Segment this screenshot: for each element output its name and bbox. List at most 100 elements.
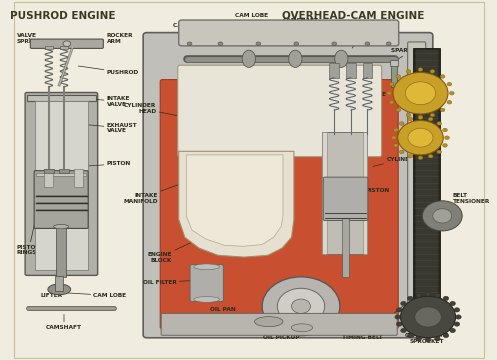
Circle shape bbox=[433, 209, 452, 223]
Text: VALVE: VALVE bbox=[367, 92, 387, 104]
Bar bbox=[36, 173, 86, 176]
Bar bbox=[363, 63, 372, 78]
Text: PUSHROD: PUSHROD bbox=[78, 66, 139, 75]
Circle shape bbox=[408, 333, 413, 338]
Bar bbox=[45, 46, 53, 49]
Circle shape bbox=[218, 42, 223, 45]
Text: INTAKE
MANIFOLD: INTAKE MANIFOLD bbox=[123, 180, 191, 204]
Bar bbox=[346, 63, 355, 78]
Circle shape bbox=[401, 301, 407, 306]
FancyBboxPatch shape bbox=[408, 42, 426, 327]
Circle shape bbox=[332, 42, 336, 45]
Text: LIFTER: LIFTER bbox=[40, 284, 63, 298]
Bar bbox=[35, 101, 87, 270]
Circle shape bbox=[406, 82, 435, 105]
Circle shape bbox=[386, 42, 391, 45]
Bar bbox=[59, 169, 69, 173]
Circle shape bbox=[443, 128, 447, 132]
Circle shape bbox=[277, 288, 325, 324]
Circle shape bbox=[408, 154, 413, 158]
Circle shape bbox=[392, 136, 396, 139]
Circle shape bbox=[440, 75, 445, 78]
Ellipse shape bbox=[242, 50, 255, 67]
Circle shape bbox=[408, 117, 413, 121]
Circle shape bbox=[443, 144, 447, 147]
Circle shape bbox=[447, 100, 452, 104]
Circle shape bbox=[418, 115, 423, 119]
Circle shape bbox=[440, 108, 445, 112]
Circle shape bbox=[428, 117, 433, 121]
Circle shape bbox=[394, 128, 398, 132]
Circle shape bbox=[187, 42, 192, 45]
Circle shape bbox=[430, 113, 435, 117]
Bar bbox=[415, 49, 438, 319]
Ellipse shape bbox=[194, 264, 220, 270]
Circle shape bbox=[418, 156, 423, 159]
Text: CAMSHAFT: CAMSHAFT bbox=[46, 315, 82, 329]
FancyBboxPatch shape bbox=[161, 314, 397, 335]
Text: OIL PUMP: OIL PUMP bbox=[238, 318, 269, 327]
Circle shape bbox=[63, 41, 71, 46]
Text: CAMSHAFT
SPROCKETS: CAMSHAFT SPROCKETS bbox=[404, 81, 443, 98]
Ellipse shape bbox=[291, 324, 313, 332]
Circle shape bbox=[416, 293, 421, 297]
Circle shape bbox=[397, 308, 402, 312]
Bar bbox=[55, 276, 63, 291]
Circle shape bbox=[454, 322, 460, 326]
Circle shape bbox=[393, 72, 448, 114]
FancyBboxPatch shape bbox=[160, 80, 398, 329]
Bar bbox=[342, 218, 349, 277]
Text: VALVE SPRING: VALVE SPRING bbox=[327, 72, 374, 80]
Text: CAM LOBE: CAM LOBE bbox=[235, 13, 268, 37]
Circle shape bbox=[399, 150, 404, 154]
Circle shape bbox=[443, 333, 449, 338]
Bar bbox=[363, 132, 367, 253]
Text: ENGINE
BLOCK: ENGINE BLOCK bbox=[148, 235, 206, 262]
Bar bbox=[323, 132, 367, 253]
Circle shape bbox=[443, 296, 449, 301]
Circle shape bbox=[396, 108, 401, 112]
Text: PUSHROD ENGINE: PUSHROD ENGINE bbox=[10, 12, 116, 22]
Circle shape bbox=[294, 42, 299, 45]
Circle shape bbox=[406, 113, 411, 117]
Circle shape bbox=[406, 69, 411, 73]
Ellipse shape bbox=[334, 50, 348, 67]
Bar bbox=[27, 95, 96, 101]
Text: CYLINDER: CYLINDER bbox=[373, 157, 418, 166]
Text: PISTON
RINGS: PISTON RINGS bbox=[16, 209, 41, 255]
Text: BELT
TENSIONER: BELT TENSIONER bbox=[443, 193, 490, 217]
Circle shape bbox=[408, 128, 433, 147]
Ellipse shape bbox=[289, 50, 302, 67]
Circle shape bbox=[422, 201, 462, 231]
Circle shape bbox=[456, 315, 461, 319]
Circle shape bbox=[454, 308, 460, 312]
Circle shape bbox=[408, 296, 413, 301]
FancyBboxPatch shape bbox=[25, 93, 97, 275]
Circle shape bbox=[434, 337, 440, 341]
Bar bbox=[60, 46, 68, 49]
Text: PISTON: PISTON bbox=[82, 161, 131, 166]
Circle shape bbox=[418, 116, 423, 120]
Text: CRANKSHAFT
SPROCKET: CRANKSHAFT SPROCKET bbox=[405, 324, 449, 344]
Circle shape bbox=[428, 154, 433, 158]
Bar bbox=[390, 59, 398, 66]
Circle shape bbox=[256, 42, 261, 45]
Text: SPARK PLUG: SPARK PLUG bbox=[391, 48, 431, 61]
Circle shape bbox=[450, 301, 455, 306]
Text: ROCKER
ARM: ROCKER ARM bbox=[82, 33, 133, 44]
Text: TIMING BELT: TIMING BELT bbox=[342, 306, 403, 340]
Circle shape bbox=[396, 75, 401, 78]
Circle shape bbox=[415, 307, 441, 327]
Circle shape bbox=[387, 91, 392, 95]
Text: CYLINDER
HEAD: CYLINDER HEAD bbox=[124, 103, 191, 118]
Circle shape bbox=[437, 122, 442, 125]
FancyBboxPatch shape bbox=[323, 177, 368, 221]
Polygon shape bbox=[179, 151, 294, 257]
Text: CAMSHAFT: CAMSHAFT bbox=[283, 18, 319, 37]
Circle shape bbox=[394, 144, 398, 147]
Circle shape bbox=[434, 293, 440, 297]
Circle shape bbox=[449, 91, 454, 95]
Circle shape bbox=[389, 100, 394, 104]
Circle shape bbox=[398, 121, 443, 155]
FancyBboxPatch shape bbox=[179, 20, 399, 46]
